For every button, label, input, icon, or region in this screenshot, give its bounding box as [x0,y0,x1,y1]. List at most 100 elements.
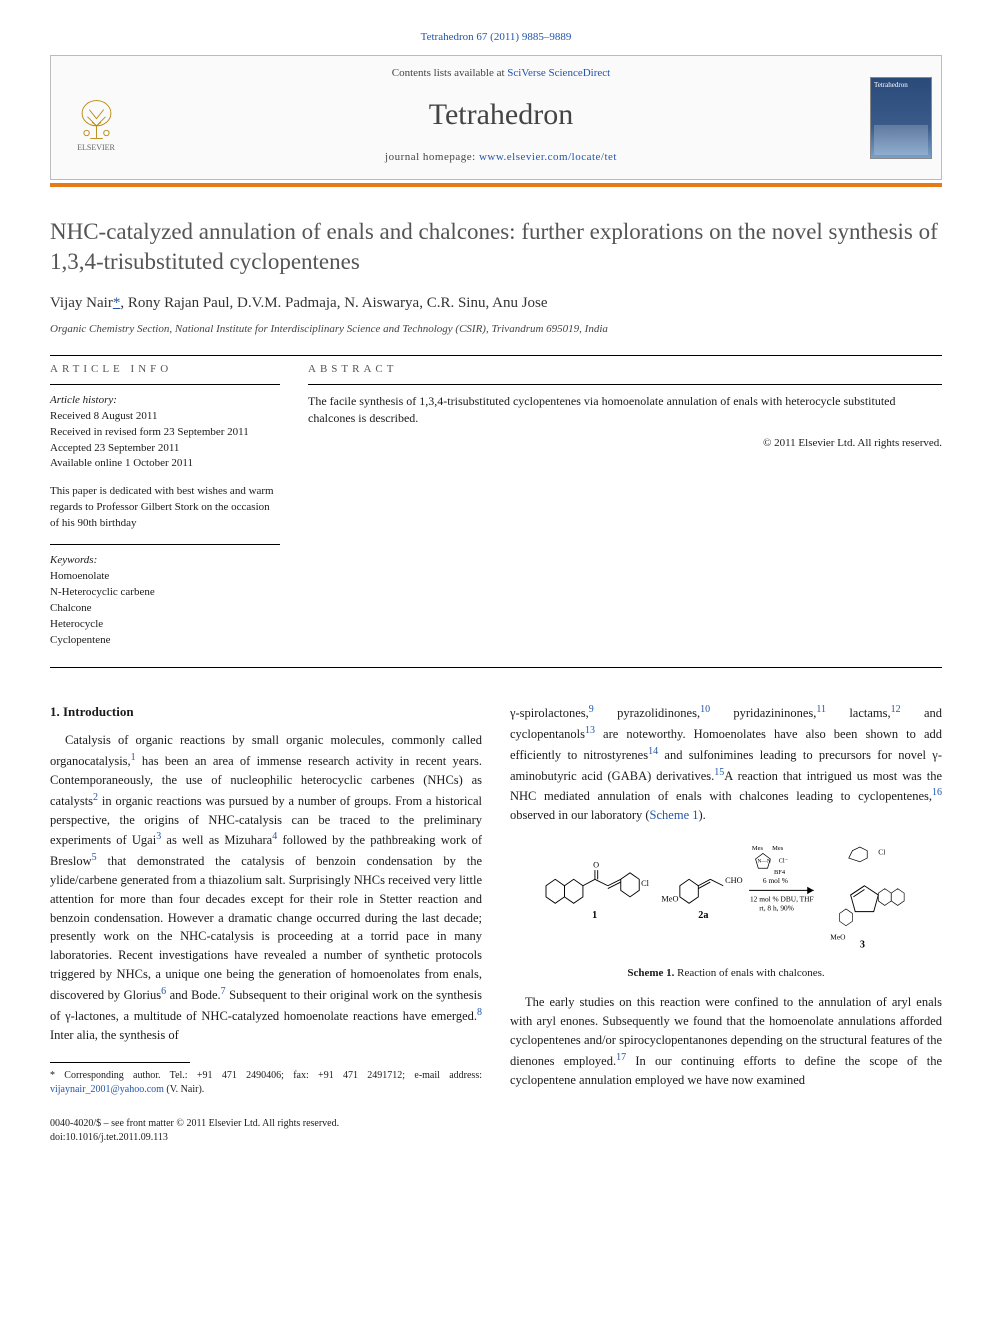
journal-name: Tetrahedron [151,94,851,136]
abstract-head: ABSTRACT [308,362,942,377]
p2d: lactams, [826,706,891,720]
article-history: Article history: Received 8 August 2011 … [50,393,280,473]
journal-cover-thumb: Tetrahedron [870,77,932,159]
ref-8[interactable]: 8 [477,1007,482,1018]
para-1: Catalysis of organic reactions by small … [50,731,482,1044]
svg-text:O: O [593,860,599,869]
scheme-bf4: BF4 [774,869,786,876]
footer-doi: doi:10.1016/j.tet.2011.09.113 [50,1131,339,1145]
ref-15[interactable]: 15 [714,767,724,778]
footer-front-matter: 0040-4020/$ – see front matter © 2011 El… [50,1117,339,1131]
homepage-prefix: journal homepage: [385,151,479,163]
elsevier-tree-icon [74,97,119,142]
ref-10[interactable]: 10 [700,704,710,715]
right-column: γ-spirolactones,9 pyrazolidinones,10 pyr… [510,702,942,1099]
p1f: that demonstrated the catalysis of benzo… [50,854,482,1001]
page-footer: 0040-4020/$ – see front matter © 2011 El… [50,1117,942,1145]
p1d: as well as Mizuhara [161,834,272,848]
article-info-head: ARTICLE INFO [50,362,280,377]
scheme-caption-bold: Scheme 1. [627,967,674,979]
history-accepted: Accepted 23 September 2011 [50,441,280,457]
scheme-cl2: Cl [878,848,885,857]
para-2: γ-spirolactones,9 pyrazolidinones,10 pyr… [510,702,942,825]
article-info-column: ARTICLE INFO Article history: Received 8… [50,362,280,661]
keywords-label: Keywords: [50,553,280,569]
left-column: 1. Introduction Catalysis of organic rea… [50,702,482,1099]
publisher-logo-cell: ELSEVIER [51,56,141,179]
scheme-meo2: MeO [830,932,846,941]
contents-line: Contents lists available at SciVerse Sci… [151,66,851,81]
scheme-mes1: Mes [752,845,764,852]
header-citation: Tetrahedron 67 (2011) 9885–9889 [50,30,942,45]
ref-11[interactable]: 11 [816,704,826,715]
keyword-0: Homoenolate [50,569,280,585]
keyword-2: Chalcone [50,601,280,617]
p2c: pyridazininones, [710,706,816,720]
scheme-cho: CHO [725,876,743,885]
p2b: pyrazolidinones, [594,706,700,720]
p2j: ). [699,808,706,822]
ref-16[interactable]: 16 [932,787,942,798]
affiliation: Organic Chemistry Section, National Inst… [50,322,942,337]
history-received: Received 8 August 2011 [50,409,280,425]
scheme-caption-text: Reaction of enals with chalcones. [674,967,824,979]
ref-17[interactable]: 17 [616,1052,626,1063]
scheme-nn: N—N [757,859,770,865]
masthead-center: Contents lists available at SciVerse Sci… [141,56,861,179]
keyword-1: N-Heterocyclic carbene [50,585,280,601]
footnote-text: * Corresponding author. Tel.: +91 471 24… [50,1070,482,1081]
sciverse-link[interactable]: SciVerse ScienceDirect [507,67,610,79]
keywords-block: Keywords: Homoenolate N-Heterocyclic car… [50,553,280,649]
scheme-1-figure: O Cl 1 MeO CHO [510,835,942,981]
scheme-cond2: 12 mol % DBU, THF [750,895,814,904]
scheme-r1-label: 1 [592,910,597,921]
p1i: Inter alia, the synthesis of [50,1028,179,1042]
p1g: and Bode. [166,988,221,1002]
history-online: Available online 1 October 2011 [50,456,280,472]
svg-text:Cl⁻: Cl⁻ [779,858,789,865]
scheme-cond1: 6 mol % [763,876,788,885]
scheme-1-caption: Scheme 1. Reaction of enals with chalcon… [510,965,942,982]
scheme-cl1: Cl [641,879,650,888]
cover-title: Tetrahedron [874,81,928,91]
dedication: This paper is dedicated with best wishes… [50,484,280,532]
authors-rest: , Rony Rajan Paul, D.V.M. Padmaja, N. Ai… [120,295,547,311]
journal-masthead: ELSEVIER Contents lists available at Sci… [50,55,942,180]
author-1: Vijay Nair [50,295,113,311]
authors-line: Vijay Nair*, Rony Rajan Paul, D.V.M. Pad… [50,293,942,314]
homepage-line: journal homepage: www.elsevier.com/locat… [151,150,851,165]
scheme-p-label: 3 [860,940,865,951]
history-label: Article history: [50,393,280,409]
abstract-text: The facile synthesis of 1,3,4-trisubstit… [308,393,942,428]
ref-12[interactable]: 12 [891,704,901,715]
p2a: γ-spirolactones, [510,706,589,720]
scheme-mes2: Mes [772,845,784,852]
footnote-rule [50,1062,190,1063]
scheme-meo1: MeO [661,895,678,904]
para-3: The early studies on this reaction were … [510,993,942,1089]
scheme-r2-label: 2a [698,910,708,921]
keyword-3: Heterocycle [50,617,280,633]
history-revised: Received in revised form 23 September 20… [50,425,280,441]
abstract-copyright: © 2011 Elsevier Ltd. All rights reserved… [308,436,942,451]
section-1-head: 1. Introduction [50,702,482,722]
scheme-1-svg: O Cl 1 MeO CHO [510,835,942,955]
masthead-right: Tetrahedron [861,56,941,179]
rule-top [50,355,942,356]
body-columns: 1. Introduction Catalysis of organic rea… [50,702,942,1099]
ref-13[interactable]: 13 [585,725,595,736]
scheme-1-link[interactable]: Scheme 1 [650,808,699,822]
orange-divider [50,183,942,187]
keyword-4: Cyclopentene [50,633,280,649]
ref-14[interactable]: 14 [648,746,658,757]
article-title: NHC-catalyzed annulation of enals and ch… [50,217,942,277]
footnote-email[interactable]: vijaynair_2001@yahoo.com [50,1084,164,1095]
corresponding-footnote: * Corresponding author. Tel.: +91 471 24… [50,1069,482,1097]
homepage-url[interactable]: www.elsevier.com/locate/tet [479,151,617,163]
rule-bottom [50,667,942,668]
publisher-label: ELSEVIER [77,142,115,153]
elsevier-logo: ELSEVIER [66,83,126,153]
contents-prefix: Contents lists available at [392,67,507,79]
scheme-cond3: rt, 8 h, 90% [759,904,794,913]
p2i: observed in our laboratory ( [510,808,650,822]
